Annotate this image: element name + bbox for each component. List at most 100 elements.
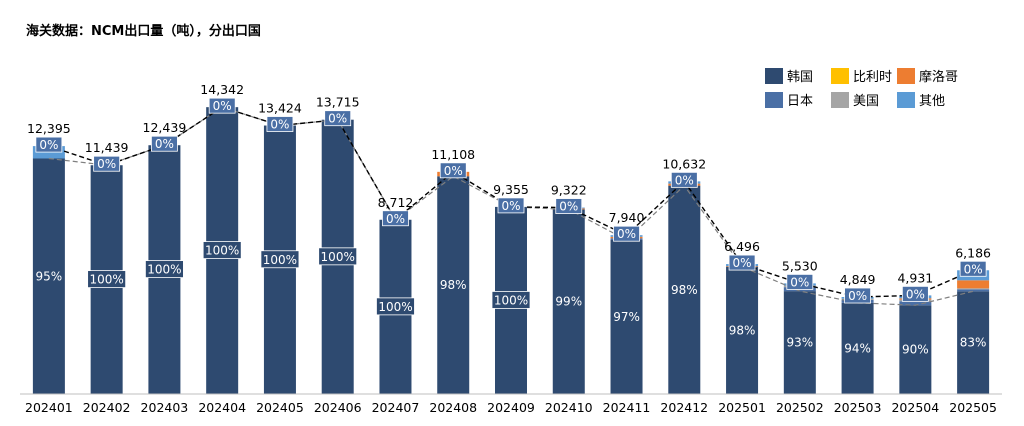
svg-text:美国: 美国 xyxy=(853,94,879,109)
top-share-label-202502: 0% xyxy=(786,273,814,290)
total-label-202411: 7,940 xyxy=(609,210,645,225)
svg-text:100%: 100% xyxy=(147,263,181,277)
svg-text:其他: 其他 xyxy=(919,94,945,109)
svg-text:0%: 0% xyxy=(906,287,925,301)
svg-text:0%: 0% xyxy=(39,138,58,152)
svg-text:0%: 0% xyxy=(559,200,578,214)
svg-text:0%: 0% xyxy=(444,164,463,178)
korea-share-label-202505: 83% xyxy=(960,336,987,350)
bar-202410-series-0 xyxy=(552,209,585,394)
svg-text:0%: 0% xyxy=(675,173,694,187)
korea-share-label-202412: 98% xyxy=(671,283,698,297)
svg-text:0%: 0% xyxy=(964,262,983,276)
total-label-202503: 4,849 xyxy=(840,272,876,287)
total-label-202407: 8,712 xyxy=(378,195,414,210)
total-label-202504: 4,931 xyxy=(897,270,933,285)
svg-text:98%: 98% xyxy=(729,323,756,337)
korea-share-label-202501: 98% xyxy=(729,323,756,337)
x-tick-202406: 202406 xyxy=(314,400,362,415)
x-tick-202501: 202501 xyxy=(718,400,766,415)
x-tick-202503: 202503 xyxy=(834,400,882,415)
svg-text:0%: 0% xyxy=(328,112,347,126)
korea-share-label-202405: 100% xyxy=(260,250,300,269)
total-label-202405: 13,424 xyxy=(258,101,302,116)
svg-text:98%: 98% xyxy=(440,278,467,292)
top-share-label-202501: 0% xyxy=(728,254,756,271)
top-share-label-202408: 0% xyxy=(439,162,467,179)
top-share-label-202402: 0% xyxy=(93,155,121,172)
korea-share-label-202504: 90% xyxy=(902,343,929,357)
total-label-202409: 9,355 xyxy=(493,182,529,197)
svg-text:90%: 90% xyxy=(902,343,929,357)
total-label-202401: 12,395 xyxy=(27,121,71,136)
total-label-202501: 6,496 xyxy=(724,239,760,254)
svg-text:摩洛哥: 摩洛哥 xyxy=(919,69,958,85)
bar-202505-series-4 xyxy=(957,280,990,289)
top-share-label-202412: 0% xyxy=(670,171,698,188)
top-share-label-202407: 0% xyxy=(382,210,409,227)
bar-202412-series-0 xyxy=(668,185,701,394)
svg-text:100%: 100% xyxy=(89,273,123,287)
svg-text:0%: 0% xyxy=(733,256,752,270)
svg-text:比利时: 比利时 xyxy=(853,70,892,85)
top-share-label-202404: 0% xyxy=(208,97,236,114)
svg-text:0%: 0% xyxy=(213,99,232,113)
x-tick-202505: 202505 xyxy=(949,400,997,415)
top-share-label-202403: 0% xyxy=(151,135,178,152)
total-label-202412: 10,632 xyxy=(662,156,706,171)
svg-text:95%: 95% xyxy=(36,269,63,283)
korea-share-label-202410: 99% xyxy=(555,295,582,309)
top-share-label-202410: 0% xyxy=(555,198,583,214)
top-share-label-202409: 0% xyxy=(497,197,525,214)
top-share-label-202504: 0% xyxy=(901,285,929,302)
legend-item-0: 韩国 xyxy=(765,68,813,85)
korea-share-label-202401: 95% xyxy=(36,269,63,283)
korea-share-label-202402: 100% xyxy=(87,270,127,289)
top-share-label-202405: 0% xyxy=(266,116,294,132)
svg-text:83%: 83% xyxy=(960,336,987,350)
svg-text:0%: 0% xyxy=(790,275,809,289)
bar-202408-series-0 xyxy=(437,176,470,394)
total-label-202403: 12,439 xyxy=(143,120,187,135)
total-label-202410: 9,322 xyxy=(551,183,587,198)
svg-text:100%: 100% xyxy=(205,244,239,258)
svg-text:0%: 0% xyxy=(155,137,174,151)
legend-item-5: 其他 xyxy=(897,92,945,109)
x-tick-202412: 202412 xyxy=(660,400,708,415)
svg-text:93%: 93% xyxy=(786,336,813,350)
x-tick-202408: 202408 xyxy=(429,400,477,415)
total-label-202402: 11,439 xyxy=(85,140,129,155)
bar-202504-series-0 xyxy=(899,305,932,394)
svg-text:100%: 100% xyxy=(263,253,297,267)
svg-text:韩国: 韩国 xyxy=(787,70,813,85)
svg-text:0%: 0% xyxy=(501,199,520,213)
x-tick-202405: 202405 xyxy=(256,400,304,415)
svg-text:100%: 100% xyxy=(494,293,528,307)
svg-text:0%: 0% xyxy=(848,289,867,303)
bar-202505-series-1 xyxy=(957,289,990,292)
korea-share-label-202403: 100% xyxy=(145,260,184,279)
korea-share-label-202407: 100% xyxy=(376,297,415,316)
x-tick-202401: 202401 xyxy=(25,400,73,415)
bar-202501-series-0 xyxy=(726,266,759,394)
korea-share-label-202411: 97% xyxy=(613,310,640,324)
legend-item-2: 比利时 xyxy=(831,68,892,85)
svg-text:0%: 0% xyxy=(270,118,289,132)
x-tick-202502: 202502 xyxy=(776,400,824,415)
legend-item-3: 美国 xyxy=(831,92,879,109)
top-share-label-202503: 0% xyxy=(844,287,871,304)
korea-share-label-202503: 94% xyxy=(844,341,871,355)
bar-202401-series-0 xyxy=(32,158,65,394)
svg-text:100%: 100% xyxy=(321,250,355,264)
svg-text:0%: 0% xyxy=(97,157,116,171)
bar-202504-series-1 xyxy=(899,301,932,306)
bar-202505-series-0 xyxy=(957,291,990,394)
total-label-202502: 5,530 xyxy=(782,258,818,273)
total-trend-line xyxy=(48,106,974,298)
svg-text:98%: 98% xyxy=(671,283,698,297)
legend-item-4: 摩洛哥 xyxy=(897,68,958,85)
korea-share-label-202408: 98% xyxy=(440,278,467,292)
total-label-202505: 6,186 xyxy=(955,245,991,260)
